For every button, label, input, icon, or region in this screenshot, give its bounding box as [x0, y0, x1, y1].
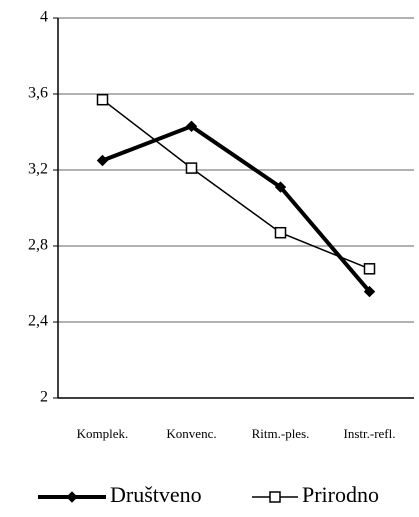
data-point — [274, 226, 287, 239]
y-tick-label: 2,8 — [28, 237, 48, 254]
y-tick-label: 2 — [40, 389, 48, 406]
data-point — [363, 285, 376, 298]
data-point — [185, 162, 198, 174]
x-tick-label: Ritm.-ples. — [252, 426, 310, 441]
data-point — [96, 154, 109, 167]
data-point — [185, 120, 198, 133]
legend-label: Društveno — [110, 482, 202, 507]
series-line — [102, 99, 370, 270]
legend-marker — [269, 491, 281, 503]
x-tick-label: Komplek. — [77, 426, 129, 441]
y-tick-label: 3,6 — [28, 85, 48, 102]
data-point — [274, 181, 287, 193]
x-tick-label: Konvenc. — [166, 426, 216, 441]
y-tick-label: 2,4 — [28, 313, 48, 330]
y-tick-label: 3,2 — [28, 161, 48, 178]
legend-label: Prirodno — [302, 482, 379, 507]
x-tick-label: Instr.-refl. — [344, 426, 396, 441]
series-line — [101, 124, 372, 293]
data-point — [363, 263, 376, 275]
y-tick-label: 4 — [40, 9, 48, 26]
legend-marker — [66, 491, 78, 503]
data-point — [96, 93, 109, 106]
